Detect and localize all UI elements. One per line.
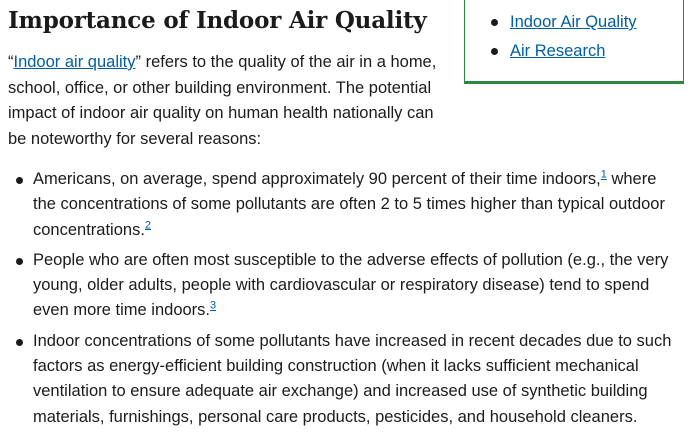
footnote-link-1[interactable]: 1 — [600, 168, 607, 181]
reason-item-increased-concentrations: Indoor concentrations of some pollutants… — [0, 329, 690, 430]
related-links-box: Indoor Air Quality Air Research — [464, 0, 684, 84]
related-link-item: Indoor Air Quality — [491, 8, 637, 37]
reason-text: People who are often most susceptible to… — [33, 250, 669, 320]
related-links-list: Indoor Air Quality Air Research — [491, 8, 637, 66]
reason-item-susceptible-groups: People who are often most susceptible to… — [0, 248, 690, 324]
footnote-ref: 3 — [210, 300, 216, 312]
footnote-link-2[interactable]: 2 — [144, 219, 152, 232]
reason-text-continued: where the concentrations of some polluta… — [33, 170, 665, 239]
indoor-air-quality-definition-link[interactable]: Indoor air quality — [13, 53, 136, 71]
page-title: Importance of Indoor Air Quality — [8, 7, 427, 34]
bullet-icon — [16, 338, 23, 346]
footnote-ref: 1 — [601, 169, 607, 181]
reason-item-time-indoors: Americans, on average, spend approximate… — [0, 167, 690, 243]
intro-paragraph: “Indoor air quality” refers to the quali… — [8, 50, 438, 152]
bullet-icon — [491, 19, 498, 26]
reasons-list: Americans, on average, spend approximate… — [0, 167, 690, 435]
open-quote: “ — [8, 53, 14, 71]
intro-text: ” refers to the quality of the air in a … — [8, 53, 437, 148]
bullet-icon — [16, 177, 23, 184]
reason-text: Indoor concentrations of some pollutants… — [33, 331, 672, 426]
related-link-item: Air Research — [491, 37, 637, 66]
air-research-link[interactable]: Air Research — [510, 42, 606, 60]
reason-text: Americans, on average, spend approximate… — [33, 170, 601, 188]
indoor-air-quality-link[interactable]: Indoor Air Quality — [510, 13, 637, 31]
footnote-link-3[interactable]: 3 — [210, 299, 217, 312]
footnote-ref: 2 — [145, 219, 151, 231]
bullet-icon — [491, 48, 498, 55]
bullet-icon — [16, 257, 23, 265]
